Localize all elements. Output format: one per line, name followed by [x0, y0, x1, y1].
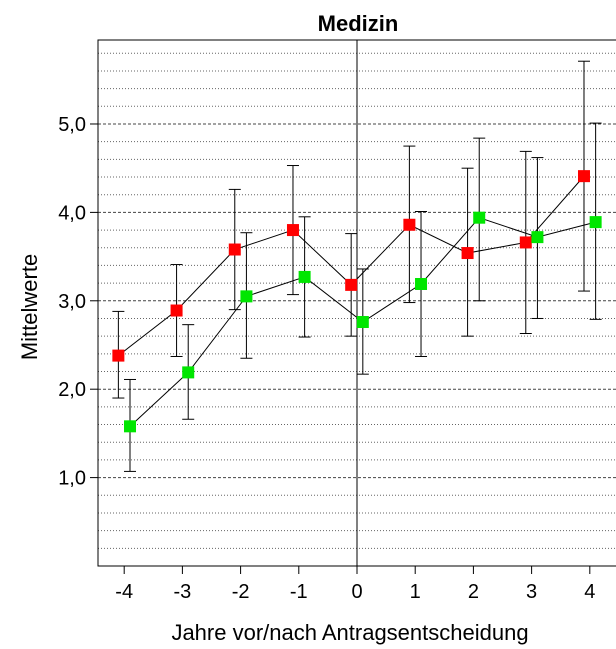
- y-tick-label: 3,0: [58, 291, 86, 313]
- data-point: [415, 277, 428, 290]
- data-point: [228, 243, 241, 256]
- data-point: [577, 170, 590, 183]
- series-1: [112, 60, 590, 399]
- y-axis-label: Mittelwerte: [17, 254, 42, 360]
- data-point: [240, 290, 253, 303]
- data-point: [182, 366, 195, 379]
- data-point: [124, 420, 137, 433]
- x-tick-label: -2: [232, 581, 250, 603]
- y-tick-label: 5,0: [58, 114, 86, 136]
- x-tick-label: -4: [115, 581, 133, 603]
- y-tick-label: 2,0: [58, 379, 86, 401]
- y-tick-label: 1,0: [58, 468, 86, 490]
- data-point: [461, 247, 474, 260]
- x-tick-label: 4: [584, 581, 595, 603]
- x-tick-label: 2: [468, 581, 479, 603]
- y-tick-label: 4,0: [58, 202, 86, 224]
- data-point: [589, 216, 602, 229]
- series: [112, 60, 602, 472]
- axes: -4 -3 -2 -1 0 1 2 3 4 1,0 2,0 3,0 4,0 5,0: [58, 114, 595, 603]
- x-tick-label: -1: [290, 581, 308, 603]
- data-point: [403, 218, 416, 231]
- data-point: [519, 236, 532, 249]
- data-point: [345, 278, 358, 291]
- chart-title: Medizin: [318, 11, 399, 36]
- x-tick-label: -3: [173, 581, 191, 603]
- x-tick-label: 0: [351, 581, 362, 603]
- data-point: [170, 304, 183, 317]
- x-tick-label: 1: [410, 581, 421, 603]
- data-point: [531, 231, 544, 244]
- x-axis-label: Jahre vor/nach Antragsentscheidung: [171, 620, 528, 645]
- data-point: [473, 211, 486, 224]
- data-point: [286, 224, 299, 237]
- series-2: [124, 122, 602, 472]
- plot-frame: [97, 39, 616, 567]
- x-tick-label: 3: [526, 581, 537, 603]
- data-point: [298, 270, 311, 283]
- data-point: [112, 349, 125, 362]
- data-point: [356, 316, 369, 329]
